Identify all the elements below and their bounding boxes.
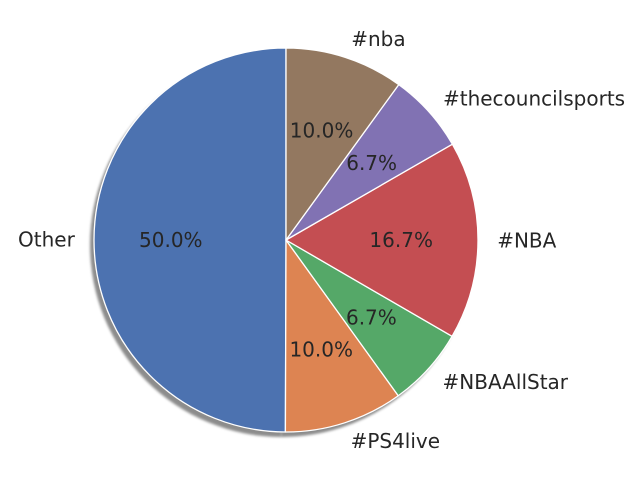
pie-category-label-nbaallstar: #NBAAllStar	[443, 370, 569, 394]
pie-slice-nba	[285, 47, 400, 241]
pie-pct-label-nba: 16.7%	[369, 228, 433, 252]
pie-category-label-nba: #NBA	[497, 228, 556, 252]
pie-category-label-nba: #nba	[351, 27, 405, 51]
pie-pct-label-ps4live: 10.0%	[289, 338, 353, 362]
pie-pct-label-nba: 10.0%	[290, 118, 354, 142]
pie-slices	[93, 47, 479, 433]
pie-slice-ps4live	[284, 239, 399, 433]
pie-category-label-ps4live: #PS4live	[351, 429, 441, 453]
pie-pct-label-other: 50.0%	[139, 228, 203, 252]
pie-slice-other	[93, 47, 287, 433]
pie-slice-nba	[285, 143, 479, 337]
pie-pct-label-thecouncilsports: 6.7%	[346, 151, 397, 175]
pie-category-labels: Other #PS4live #NBAAllStar #NBA #thecouncils…	[18, 27, 625, 453]
pie-pct-label-nbaallstar: 6.7%	[346, 305, 397, 329]
pie-category-label-other: Other	[18, 228, 76, 252]
pie-category-label-thecouncilsports: #thecouncilsports	[443, 87, 625, 111]
pie-percent-labels: 50.0% 10.0% 6.7% 16.7% 6.7% 10.0%	[139, 118, 433, 361]
